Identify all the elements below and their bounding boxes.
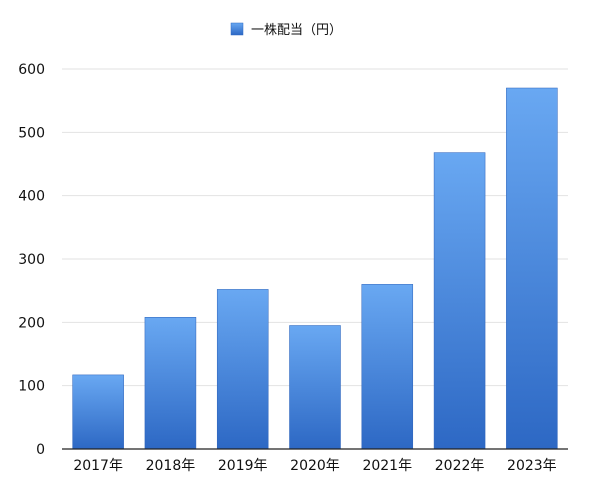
legend-label: 一株配当（円） <box>251 23 342 38</box>
bar <box>433 152 486 450</box>
x-tick-label: 2019年 <box>218 458 268 474</box>
x-tick-label: 2023年 <box>507 458 557 474</box>
bar <box>361 284 414 450</box>
x-tick-label: 2020年 <box>290 458 340 474</box>
y-tick-label: 500 <box>18 125 45 141</box>
x-tick-label: 2021年 <box>362 458 412 474</box>
y-tick-label: 100 <box>18 379 45 395</box>
y-tick-label: 400 <box>18 189 45 205</box>
y-tick-label: 200 <box>18 315 45 331</box>
bars <box>72 87 558 450</box>
x-axis-ticks: 2017年 2018年 2019年 2020年 2021年 2022年 2023年 <box>73 458 556 474</box>
x-tick-label: 2017年 <box>73 458 123 474</box>
x-tick-label: 2018年 <box>146 458 196 474</box>
y-tick-label: 600 <box>18 62 45 78</box>
legend-swatch <box>230 22 244 36</box>
bar <box>144 317 197 450</box>
y-tick-label: 300 <box>18 252 45 268</box>
y-tick-label: 0 <box>36 442 45 458</box>
bar <box>216 289 269 450</box>
bar <box>289 325 341 450</box>
legend: 一株配当（円） <box>230 22 342 38</box>
y-axis-ticks: 0 100 200 300 400 500 600 <box>18 62 45 458</box>
x-tick-label: 2022年 <box>435 458 485 474</box>
bar <box>72 374 124 450</box>
bar <box>506 87 558 450</box>
